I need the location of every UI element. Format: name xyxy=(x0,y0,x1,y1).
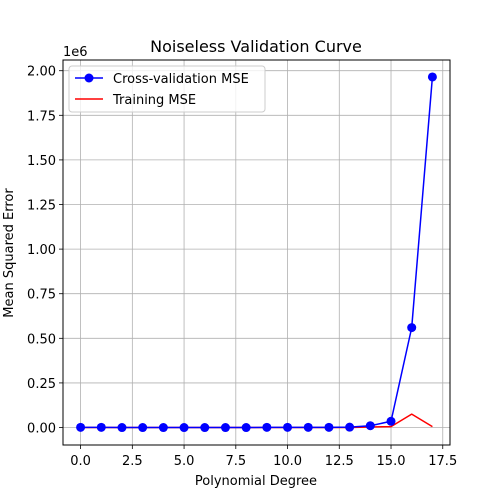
y-tick-label: 0.25 xyxy=(27,377,56,392)
chart-title: Noiseless Validation Curve xyxy=(150,37,362,56)
tick-layer: 0.0 2.5 5.0 7.5 10.0 12.5 15.0 17.5 0.00 0.25 0.50… xyxy=(27,65,457,469)
data-point-cross-validation xyxy=(138,423,148,433)
legend: Cross-validation MSE Training MSE xyxy=(68,65,266,113)
x-tick-label: 15.0 xyxy=(377,454,406,469)
x-tick-label: 2.5 xyxy=(122,454,143,469)
data-point-cross-validation xyxy=(407,323,417,333)
data-point-cross-validation xyxy=(117,423,127,433)
legend-box xyxy=(68,65,266,113)
data-point-cross-validation xyxy=(76,422,86,432)
y-axis-label: Mean Squared Error xyxy=(2,188,17,318)
data-point-cross-validation xyxy=(200,423,210,433)
x-tick-label: 10.0 xyxy=(273,454,302,469)
y-tick-label: 0.75 xyxy=(27,288,56,303)
data-point-cross-validation xyxy=(283,422,293,432)
x-tick-label: 7.5 xyxy=(225,454,246,469)
y-tick-label: 2.00 xyxy=(27,65,56,80)
data-point-cross-validation xyxy=(345,422,355,432)
data-point-cross-validation xyxy=(96,422,106,432)
legend-label-cross-validation: Cross-validation MSE xyxy=(113,72,249,87)
data-point-cross-validation xyxy=(262,422,272,432)
plot-area-frame xyxy=(62,59,451,446)
y-tick-label: 1.25 xyxy=(27,199,56,214)
series-layer xyxy=(76,72,437,433)
legend-marker-cross-validation xyxy=(84,73,94,83)
y-axis-multiplier: 1e6 xyxy=(63,45,88,60)
x-tick-label: 5.0 xyxy=(174,454,195,469)
y-tick-label: 1.00 xyxy=(27,243,56,258)
legend-label-training: Training MSE xyxy=(112,93,196,108)
x-tick-label: 17.5 xyxy=(428,454,457,469)
y-tick-label: 1.75 xyxy=(27,109,56,124)
y-tick-label: 1.50 xyxy=(27,154,56,169)
x-tick-label: 0.0 xyxy=(70,454,91,469)
data-point-cross-validation xyxy=(241,423,251,433)
x-axis-label: Polynomial Degree xyxy=(195,474,317,489)
data-point-cross-validation xyxy=(386,416,396,426)
data-point-cross-validation xyxy=(303,422,313,432)
y-tick-label: 0.00 xyxy=(27,422,56,437)
data-point-cross-validation xyxy=(179,423,189,433)
y-tick-label: 0.50 xyxy=(27,332,56,347)
data-point-cross-validation xyxy=(158,423,168,433)
x-tick-label: 12.5 xyxy=(325,454,354,469)
data-point-cross-validation xyxy=(365,421,375,431)
data-point-cross-validation xyxy=(324,422,334,432)
data-point-cross-validation xyxy=(427,72,437,82)
data-point-cross-validation xyxy=(220,423,230,433)
